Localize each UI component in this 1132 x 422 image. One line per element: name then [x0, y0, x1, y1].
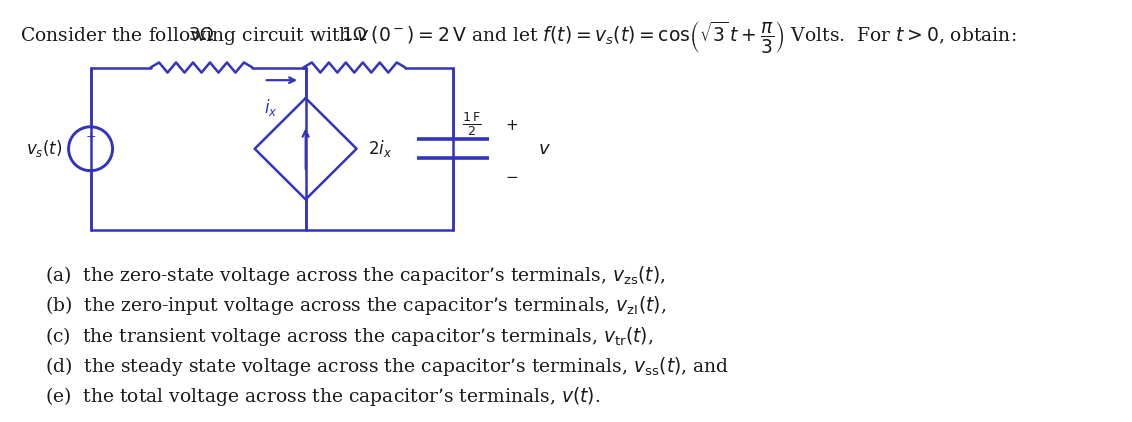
- Text: $+$: $+$: [505, 119, 518, 133]
- Text: $-$: $-$: [505, 169, 518, 183]
- Text: $3\Omega$: $3\Omega$: [188, 26, 215, 44]
- Text: $\frac{1\,\mathrm{F}}{2}$: $\frac{1\,\mathrm{F}}{2}$: [462, 111, 481, 138]
- Text: (b)  the zero-input voltage across the capacitor’s terminals, $v_{\mathrm{zI}}(t: (b) the zero-input voltage across the ca…: [45, 294, 667, 317]
- Text: $v$: $v$: [538, 140, 550, 158]
- Text: $2i_x$: $2i_x$: [368, 138, 392, 159]
- Text: $+$: $+$: [85, 130, 96, 143]
- Text: $i_x$: $i_x$: [264, 97, 277, 118]
- Text: $1\Omega$: $1\Omega$: [341, 26, 368, 44]
- Text: $-$: $-$: [85, 163, 96, 176]
- Text: Consider the following circuit with $v\,(0^-)=2\,\mathrm{V}$ and let $f(t)=v_s(t: Consider the following circuit with $v\,…: [20, 19, 1017, 55]
- Text: (a)  the zero-state voltage across the capacitor’s terminals, $v_{\mathrm{zs}}(t: (a) the zero-state voltage across the ca…: [45, 264, 666, 287]
- Text: $v_s(t)$: $v_s(t)$: [26, 138, 63, 159]
- Text: (c)  the transient voltage across the capacitor’s terminals, $v_{\mathrm{tr}}(t): (c) the transient voltage across the cap…: [45, 325, 653, 348]
- Text: (e)  the total voltage across the capacitor’s terminals, $v(t)$.: (e) the total voltage across the capacit…: [45, 385, 601, 408]
- Text: (d)  the steady state voltage across the capacitor’s terminals, $v_{\mathrm{ss}}: (d) the steady state voltage across the …: [45, 355, 729, 378]
